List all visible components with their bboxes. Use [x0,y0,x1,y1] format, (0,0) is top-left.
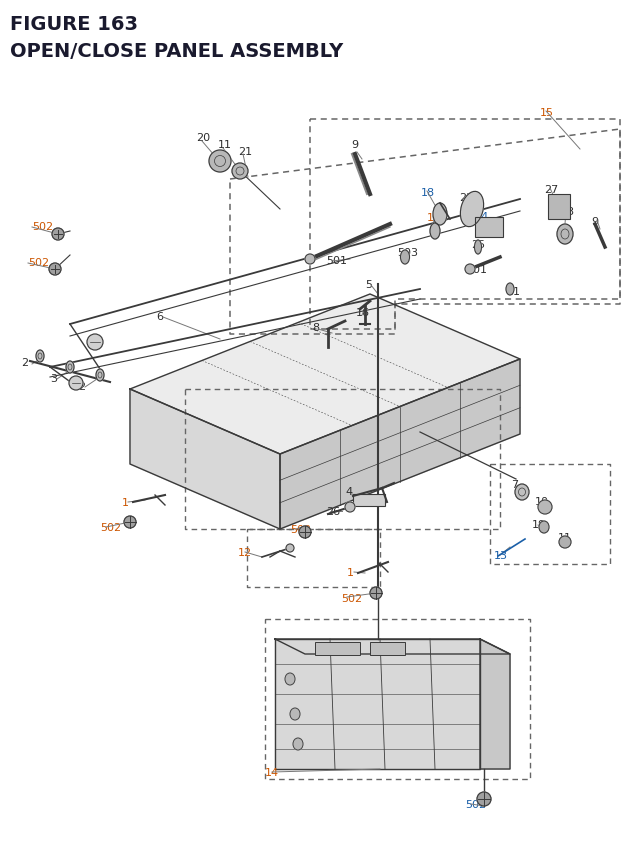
Text: 10: 10 [535,497,549,506]
Text: 9: 9 [591,217,598,226]
Circle shape [559,536,571,548]
Text: 18: 18 [421,188,435,198]
Ellipse shape [474,241,481,255]
Text: 4: 4 [345,486,352,497]
Text: 501: 501 [466,264,487,275]
Text: 11: 11 [507,287,521,297]
Circle shape [299,526,311,538]
Polygon shape [275,639,480,769]
Text: 11: 11 [558,532,572,542]
Text: 502: 502 [28,257,49,268]
Text: 2: 2 [78,381,85,392]
Text: 502: 502 [290,524,311,535]
Circle shape [345,503,355,512]
Ellipse shape [506,283,514,295]
Text: 502: 502 [100,523,121,532]
Polygon shape [480,639,510,769]
Text: 17: 17 [427,213,441,223]
Text: 501: 501 [326,256,347,266]
Ellipse shape [515,485,529,500]
Circle shape [49,263,61,276]
Text: 27: 27 [544,185,558,195]
Text: 14: 14 [265,767,279,777]
FancyBboxPatch shape [475,218,503,238]
Ellipse shape [285,673,295,685]
Circle shape [305,255,315,264]
Ellipse shape [433,204,447,226]
Text: 16: 16 [356,307,370,318]
Ellipse shape [430,224,440,239]
Text: FIGURE 163: FIGURE 163 [10,15,138,34]
Text: 19: 19 [532,519,546,530]
Ellipse shape [539,522,549,533]
Circle shape [286,544,294,553]
Text: 24: 24 [474,212,488,222]
Circle shape [232,164,248,180]
Circle shape [538,500,552,514]
Text: 5: 5 [365,280,372,289]
Text: 12: 12 [238,548,252,557]
Text: 7: 7 [511,480,518,489]
Text: 502: 502 [32,222,53,232]
Text: 1: 1 [347,567,354,578]
Ellipse shape [96,369,104,381]
Text: 2: 2 [21,357,28,368]
Text: OPEN/CLOSE PANEL ASSEMBLY: OPEN/CLOSE PANEL ASSEMBLY [10,42,343,61]
Text: 502: 502 [341,593,362,604]
Ellipse shape [460,192,484,227]
Text: 503: 503 [397,248,418,257]
Circle shape [209,151,231,173]
Ellipse shape [557,225,573,245]
Text: 8: 8 [312,323,319,332]
Ellipse shape [36,350,44,362]
Text: 21: 21 [238,147,252,157]
FancyBboxPatch shape [548,195,570,220]
Circle shape [477,792,491,806]
Ellipse shape [290,709,300,720]
Circle shape [69,376,83,391]
Text: 26: 26 [326,506,340,517]
Circle shape [87,335,103,350]
Ellipse shape [66,362,74,374]
Text: 23: 23 [560,207,574,217]
Text: 1: 1 [122,498,129,507]
Circle shape [465,264,475,275]
Text: 6: 6 [156,312,163,322]
Text: 13: 13 [494,550,508,561]
Text: 502: 502 [465,799,486,809]
Text: 22: 22 [459,193,473,202]
Text: 20: 20 [196,133,210,143]
Polygon shape [275,639,510,654]
Circle shape [370,587,382,599]
Ellipse shape [293,738,303,750]
Circle shape [124,517,136,529]
Ellipse shape [401,251,410,264]
Polygon shape [130,294,520,455]
Text: 9: 9 [351,139,358,150]
FancyBboxPatch shape [353,494,385,506]
Text: 3: 3 [50,374,57,383]
Text: 15: 15 [540,108,554,118]
FancyBboxPatch shape [315,642,360,655]
Text: 11: 11 [218,139,232,150]
Circle shape [52,229,64,241]
FancyBboxPatch shape [370,642,405,655]
Polygon shape [280,360,520,530]
Polygon shape [130,389,280,530]
Text: 25: 25 [471,239,485,250]
